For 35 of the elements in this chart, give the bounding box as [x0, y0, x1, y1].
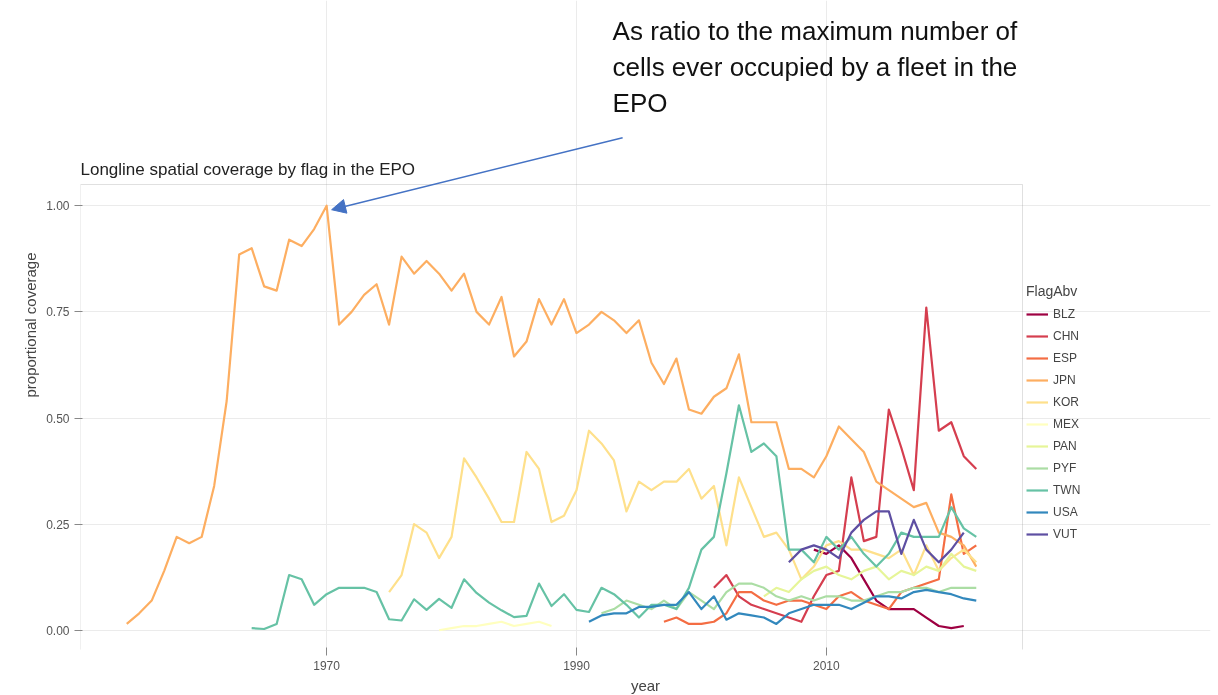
x-axis-title: year [630, 676, 661, 694]
legend-label: BLZ [1053, 306, 1076, 323]
legend-label: JPN [1053, 372, 1076, 389]
chart-title: Longline spatial coverage by flag in the EPO [80, 159, 416, 179]
y-tick-label: 0.00 [46, 623, 70, 638]
line-series [762, 552, 978, 598]
y-axis-title: proportional coverage [22, 252, 40, 398]
line-series [812, 544, 965, 630]
y-tick-label: 0.25 [46, 517, 70, 532]
line-series [437, 620, 553, 632]
legend-label: CHN [1053, 328, 1079, 345]
line-series [125, 204, 978, 625]
legend-label: TWN [1053, 482, 1081, 499]
line-series [587, 588, 978, 625]
legend-title: FlagAbv [1026, 283, 1079, 299]
legend-label: KOR [1053, 394, 1080, 411]
line-series [787, 510, 965, 564]
y-tick-label: 1.00 [46, 199, 70, 214]
legend-label: MEX [1053, 416, 1080, 433]
x-tick-label: 1970 [313, 658, 341, 673]
line-series [662, 493, 978, 625]
annotation: As ratio to the maximum number of cells ever occupied by a fleet in the EPO [612, 15, 1018, 118]
legend-label: PYF [1053, 460, 1077, 477]
y-tick-label: 0.75 [46, 305, 70, 320]
legend-label: USA [1053, 504, 1078, 521]
legend-label: PAN [1053, 438, 1077, 455]
line-series [600, 582, 978, 615]
line-series [387, 429, 978, 594]
x-tick-label: 2010 [813, 658, 841, 673]
legend-label: VUT [1053, 526, 1077, 543]
x-tick-label: 1990 [563, 658, 591, 673]
y-tick-label: 0.50 [46, 411, 70, 426]
line-series [712, 306, 978, 623]
line-series [250, 404, 978, 631]
legend-label: ESP [1053, 350, 1078, 367]
